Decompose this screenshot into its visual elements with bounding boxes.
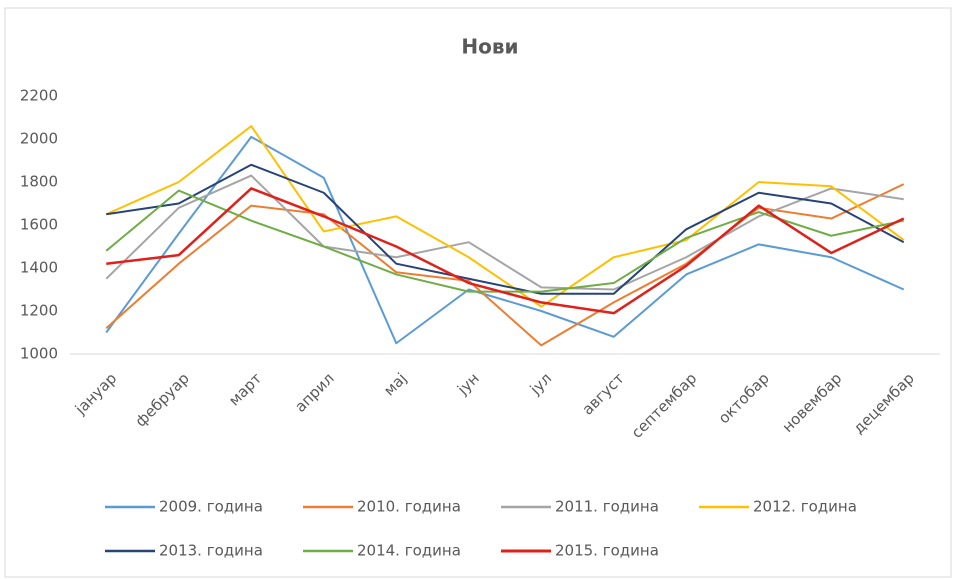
legend-label: 2014. година	[357, 542, 461, 560]
y-tick-label: 1600	[20, 216, 58, 234]
legend-label: 2009. година	[159, 498, 263, 516]
series-line	[105, 174, 904, 291]
series-line	[106, 163, 905, 295]
y-tick-label: 2000	[20, 130, 58, 148]
y-tick-label: 1000	[20, 345, 58, 363]
legend-label: 2015. година	[555, 542, 659, 560]
legend-label: 2010. година	[357, 498, 461, 516]
legend-label: 2011. година	[555, 498, 659, 516]
series-line	[105, 135, 905, 345]
y-tick-label: 1400	[20, 259, 58, 277]
chart-title: Нови	[461, 35, 518, 59]
series-line	[105, 125, 905, 308]
y-tick-label: 1800	[20, 173, 58, 191]
legend-label: 2013. година	[159, 542, 263, 560]
y-tick-label: 1200	[20, 302, 58, 320]
y-tick-label: 2200	[20, 87, 58, 105]
legend-label: 2012. година	[753, 498, 857, 516]
series-line	[106, 187, 905, 315]
